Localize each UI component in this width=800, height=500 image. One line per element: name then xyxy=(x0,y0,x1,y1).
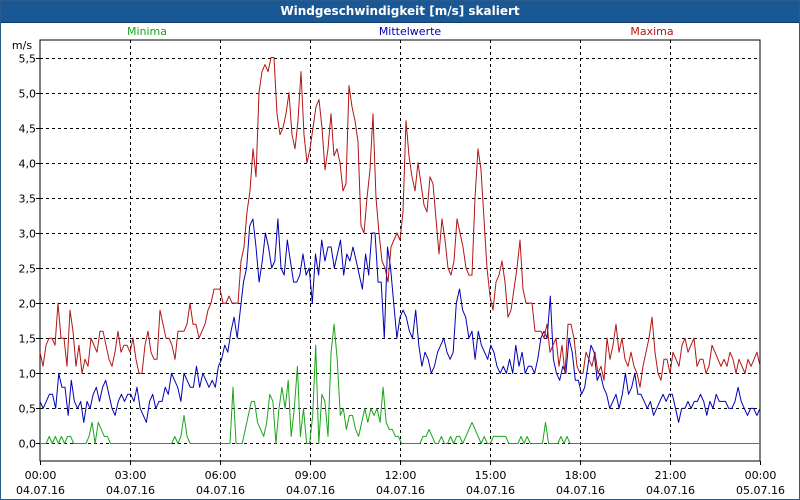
x-tick-date-label: 04.07.16 xyxy=(376,484,425,497)
x-tick-time-label: 00:00 xyxy=(745,469,777,482)
y-tick-label: 0,0 xyxy=(19,438,37,451)
x-tick-date-label: 04.07.16 xyxy=(646,484,695,497)
title-bar: Windgeschwindigkeit [m/s] skaliert xyxy=(1,1,799,23)
legend-minima: Minima xyxy=(127,25,167,38)
x-tick-time-label: 09:00 xyxy=(295,469,327,482)
y-tick-label: 5,0 xyxy=(19,88,37,101)
x-tick-time-label: 18:00 xyxy=(565,469,597,482)
x-tick-date-label: 05.07.16 xyxy=(736,484,785,497)
legend-mittelwerte: Mittelwerte xyxy=(379,25,442,38)
y-tick-label: 4,5 xyxy=(19,123,37,136)
series-line-maxima xyxy=(39,57,761,388)
legend-maxima: Maxima xyxy=(630,25,673,38)
x-tick-date-label: 04.07.16 xyxy=(16,484,65,497)
y-tick-label: 5,5 xyxy=(19,53,37,66)
x-tick-date-label: 04.07.16 xyxy=(196,484,245,497)
series-line-minima xyxy=(40,323,760,444)
x-tick-date-label: 04.07.16 xyxy=(556,484,605,497)
y-tick-label: 3,0 xyxy=(19,228,37,241)
x-tick-time-label: 00:00 xyxy=(25,469,57,482)
x-tick-date-label: 04.07.16 xyxy=(286,484,335,497)
x-tick-time-label: 21:00 xyxy=(655,469,687,482)
x-tick-date-label: 04.07.16 xyxy=(106,484,155,497)
y-tick-label: 4,0 xyxy=(19,158,37,171)
x-tick-time-label: 12:00 xyxy=(385,469,417,482)
y-tick-label: 3,5 xyxy=(19,193,37,206)
x-tick-time-label: 06:00 xyxy=(205,469,237,482)
y-tick-label: 0,5 xyxy=(19,403,37,416)
y-tick-label: 1,0 xyxy=(19,368,37,381)
y-axis-label: m/s xyxy=(12,39,32,52)
window-title: Windgeschwindigkeit [m/s] skaliert xyxy=(280,4,520,18)
series-line-mittelwerte xyxy=(39,218,761,423)
y-tick-label: 1,5 xyxy=(19,333,37,346)
x-tick-time-label: 15:00 xyxy=(475,469,507,482)
y-tick-label: 2,0 xyxy=(19,298,37,311)
x-tick-date-label: 04.07.16 xyxy=(466,484,515,497)
y-tick-label: 2,5 xyxy=(19,263,37,276)
x-tick-time-label: 03:00 xyxy=(115,469,147,482)
